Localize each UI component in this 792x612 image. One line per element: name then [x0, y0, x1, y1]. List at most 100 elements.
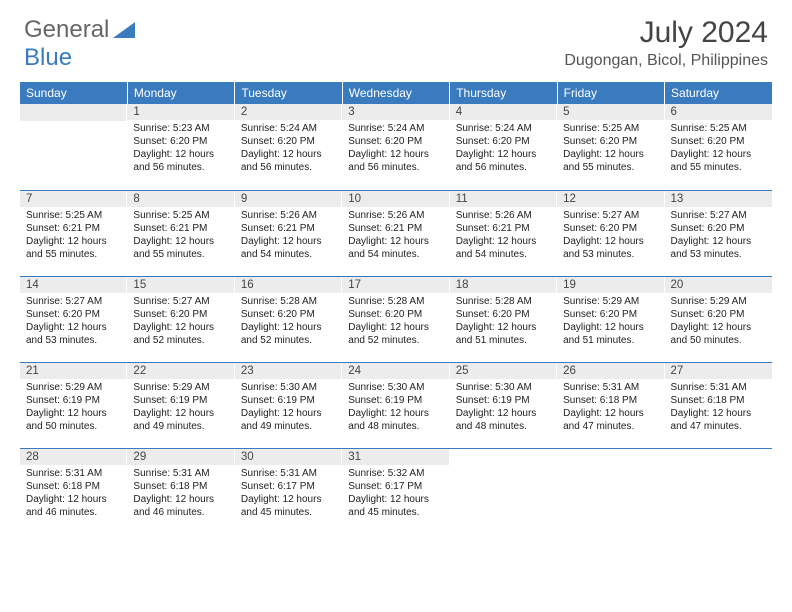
calendar-day-cell: 24Sunrise: 5:30 AMSunset: 6:19 PMDayligh…: [342, 362, 449, 448]
calendar-day-cell: 11Sunrise: 5:26 AMSunset: 6:21 PMDayligh…: [450, 190, 557, 276]
day-number: 24: [342, 363, 449, 379]
calendar-day-cell: 19Sunrise: 5:29 AMSunset: 6:20 PMDayligh…: [557, 276, 664, 362]
daylight-line: Daylight: 12 hours and 53 minutes.: [671, 235, 766, 261]
daylight-line: Daylight: 12 hours and 51 minutes.: [563, 321, 658, 347]
daylight-line: Daylight: 12 hours and 53 minutes.: [26, 321, 121, 347]
sunset-line: Sunset: 6:21 PM: [241, 222, 336, 235]
daylight-line: Daylight: 12 hours and 50 minutes.: [671, 321, 766, 347]
day-number: 20: [665, 277, 772, 293]
calendar-day-cell: 28Sunrise: 5:31 AMSunset: 6:18 PMDayligh…: [20, 448, 127, 534]
daylight-line: Daylight: 12 hours and 45 minutes.: [241, 493, 336, 519]
daylight-line: Daylight: 12 hours and 54 minutes.: [348, 235, 443, 261]
sunset-line: Sunset: 6:19 PM: [456, 394, 551, 407]
day-content: Sunrise: 5:30 AMSunset: 6:19 PMDaylight:…: [342, 379, 449, 437]
day-content: Sunrise: 5:27 AMSunset: 6:20 PMDaylight:…: [20, 293, 127, 351]
page-header: General July 2024 Dugongan, Bicol, Phili…: [0, 0, 792, 70]
day-number: 30: [235, 449, 342, 465]
sunset-line: Sunset: 6:20 PM: [348, 308, 443, 321]
daylight-line: Daylight: 12 hours and 45 minutes.: [348, 493, 443, 519]
day-content: Sunrise: 5:30 AMSunset: 6:19 PMDaylight:…: [235, 379, 342, 437]
day-number: 29: [127, 449, 234, 465]
calendar-day-cell: 31Sunrise: 5:32 AMSunset: 6:17 PMDayligh…: [342, 448, 449, 534]
sunset-line: Sunset: 6:19 PM: [348, 394, 443, 407]
calendar-week-row: 1Sunrise: 5:23 AMSunset: 6:20 PMDaylight…: [20, 104, 772, 190]
day-number: 25: [450, 363, 557, 379]
calendar-week-row: 28Sunrise: 5:31 AMSunset: 6:18 PMDayligh…: [20, 448, 772, 534]
calendar-day-cell: 14Sunrise: 5:27 AMSunset: 6:20 PMDayligh…: [20, 276, 127, 362]
calendar-day-cell: 9Sunrise: 5:26 AMSunset: 6:21 PMDaylight…: [235, 190, 342, 276]
calendar-day-cell: 18Sunrise: 5:28 AMSunset: 6:20 PMDayligh…: [450, 276, 557, 362]
sunset-line: Sunset: 6:19 PM: [26, 394, 121, 407]
sunset-line: Sunset: 6:20 PM: [133, 308, 228, 321]
sunset-line: Sunset: 6:21 PM: [348, 222, 443, 235]
daylight-line: Daylight: 12 hours and 55 minutes.: [563, 148, 658, 174]
day-content: Sunrise: 5:27 AMSunset: 6:20 PMDaylight:…: [127, 293, 234, 351]
day-content: Sunrise: 5:27 AMSunset: 6:20 PMDaylight:…: [665, 207, 772, 265]
sunrise-line: Sunrise: 5:30 AM: [348, 381, 443, 394]
day-content: Sunrise: 5:26 AMSunset: 6:21 PMDaylight:…: [450, 207, 557, 265]
sunset-line: Sunset: 6:20 PM: [26, 308, 121, 321]
daylight-line: Daylight: 12 hours and 46 minutes.: [26, 493, 121, 519]
day-content: Sunrise: 5:24 AMSunset: 6:20 PMDaylight:…: [450, 120, 557, 178]
calendar-body: 1Sunrise: 5:23 AMSunset: 6:20 PMDaylight…: [20, 104, 772, 534]
day-number: 26: [557, 363, 664, 379]
sunrise-line: Sunrise: 5:30 AM: [456, 381, 551, 394]
weekday-header: Thursday: [450, 82, 557, 104]
logo-text-1: General: [24, 16, 109, 44]
day-number: 14: [20, 277, 127, 293]
day-number-empty: [665, 449, 772, 466]
calendar-day-cell: 22Sunrise: 5:29 AMSunset: 6:19 PMDayligh…: [127, 362, 234, 448]
calendar-day-cell: 25 Sunrise: 5:30 AMSunset: 6:19 PMDayligh…: [450, 362, 557, 448]
month-title: July 2024: [564, 16, 768, 50]
sunrise-line: Sunrise: 5:25 AM: [671, 122, 766, 135]
sunrise-line: Sunrise: 5:31 AM: [563, 381, 658, 394]
day-number: 5: [557, 104, 664, 120]
day-number: 23: [235, 363, 342, 379]
weekday-header: Monday: [127, 82, 234, 104]
calendar-day-cell: 21Sunrise: 5:29 AMSunset: 6:19 PMDayligh…: [20, 362, 127, 448]
sunrise-line: Sunrise: 5:28 AM: [241, 295, 336, 308]
day-content: Sunrise: 5:29 AMSunset: 6:20 PMDaylight:…: [665, 293, 772, 351]
daylight-line: Daylight: 12 hours and 54 minutes.: [456, 235, 551, 261]
day-content: Sunrise: 5:28 AMSunset: 6:20 PMDaylight:…: [235, 293, 342, 351]
day-content: Sunrise: 5:26 AMSunset: 6:21 PMDaylight:…: [235, 207, 342, 265]
daylight-line: Daylight: 12 hours and 55 minutes.: [671, 148, 766, 174]
sunset-line: Sunset: 6:17 PM: [241, 480, 336, 493]
sunset-line: Sunset: 6:20 PM: [671, 308, 766, 321]
sunrise-line: Sunrise: 5:25 AM: [133, 209, 228, 222]
day-number: 28: [20, 449, 127, 465]
day-content: Sunrise: 5:31 AMSunset: 6:18 PMDaylight:…: [665, 379, 772, 437]
daylight-line: Daylight: 12 hours and 56 minutes.: [348, 148, 443, 174]
daylight-line: Daylight: 12 hours and 56 minutes.: [241, 148, 336, 174]
logo-text-2: Blue: [24, 44, 72, 72]
day-number: 31: [342, 449, 449, 465]
day-number: 19: [557, 277, 664, 293]
sunrise-line: Sunrise: 5:28 AM: [348, 295, 443, 308]
calendar-day-cell: 30Sunrise: 5:31 AMSunset: 6:17 PMDayligh…: [235, 448, 342, 534]
calendar-day-cell: 27Sunrise: 5:31 AMSunset: 6:18 PMDayligh…: [665, 362, 772, 448]
weekday-header: Saturday: [665, 82, 772, 104]
calendar-day-cell: 4Sunrise: 5:24 AMSunset: 6:20 PMDaylight…: [450, 104, 557, 190]
day-number: 2: [235, 104, 342, 120]
day-number: 1: [127, 104, 234, 120]
day-content: Sunrise: 5:25 AMSunset: 6:21 PMDaylight:…: [127, 207, 234, 265]
sunrise-line: Sunrise: 5:27 AM: [133, 295, 228, 308]
day-number: 22: [127, 363, 234, 379]
calendar-day-cell: 23Sunrise: 5:30 AMSunset: 6:19 PMDayligh…: [235, 362, 342, 448]
logo: General: [24, 16, 135, 44]
logo-triangle-icon: [113, 20, 135, 38]
sunrise-line: Sunrise: 5:29 AM: [671, 295, 766, 308]
daylight-line: Daylight: 12 hours and 47 minutes.: [671, 407, 766, 433]
calendar-day-cell: 8Sunrise: 5:25 AMSunset: 6:21 PMDaylight…: [127, 190, 234, 276]
day-number: 16: [235, 277, 342, 293]
sunset-line: Sunset: 6:20 PM: [348, 135, 443, 148]
calendar-day-cell: 16Sunrise: 5:28 AMSunset: 6:20 PMDayligh…: [235, 276, 342, 362]
daylight-line: Daylight: 12 hours and 52 minutes.: [241, 321, 336, 347]
daylight-line: Daylight: 12 hours and 49 minutes.: [241, 407, 336, 433]
day-content: Sunrise: 5:29 AMSunset: 6:19 PMDaylight:…: [127, 379, 234, 437]
daylight-line: Daylight: 12 hours and 48 minutes.: [456, 407, 551, 433]
calendar-day-cell: 6Sunrise: 5:25 AMSunset: 6:20 PMDaylight…: [665, 104, 772, 190]
calendar-day-cell: 17Sunrise: 5:28 AMSunset: 6:20 PMDayligh…: [342, 276, 449, 362]
sunrise-line: Sunrise: 5:24 AM: [456, 122, 551, 135]
calendar-day-cell: [450, 448, 557, 534]
